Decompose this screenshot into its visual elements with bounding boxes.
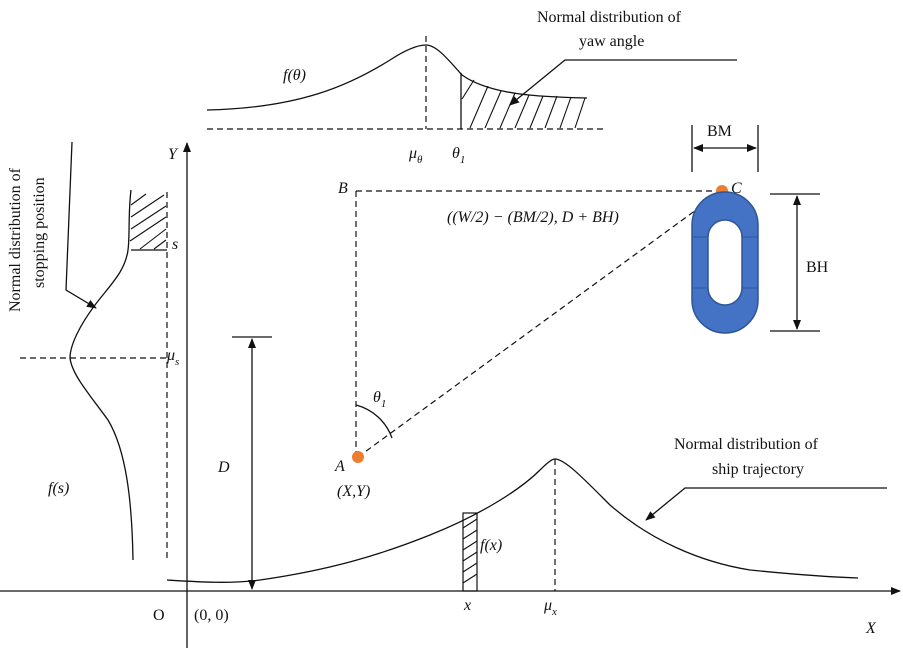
point-c-coordinate: ((W/2) − (BM/2), D + BH) xyxy=(447,209,619,226)
bh-label: BH xyxy=(806,259,829,276)
angle-theta1-label: θ1 xyxy=(373,389,386,410)
mu-s-label: μs xyxy=(166,347,179,368)
theta1-angle-arc xyxy=(355,404,393,439)
theta1-label: θ1 xyxy=(452,145,465,166)
yaw-distribution-curve xyxy=(206,44,588,111)
traj-callout-line2: ship trajectory xyxy=(712,461,804,478)
mu-theta-label: μθ xyxy=(408,145,423,166)
yaw-callout-line1: Normal distribution of xyxy=(537,9,682,26)
stop-tail-hatch xyxy=(129,193,167,250)
stop-distribution-curve xyxy=(69,189,134,561)
f-x-slice xyxy=(462,512,478,592)
point-a-label: A xyxy=(334,458,345,475)
mu-x-label: μx xyxy=(543,597,557,618)
x-axis-label: X xyxy=(865,620,877,637)
line-a-c xyxy=(357,190,723,458)
point-a-coordinate: (X,Y) xyxy=(337,483,370,500)
yaw-callout-leader xyxy=(509,59,737,106)
stop-callout-line1: Normal distribution of xyxy=(7,167,24,312)
stop-callout-leader xyxy=(65,141,97,309)
trajectory-distribution-curve xyxy=(166,458,859,583)
s-label: s xyxy=(172,236,178,253)
point-c-label: C xyxy=(731,180,742,197)
origin-coordinate-label: (0, 0) xyxy=(194,607,229,624)
yaw-tail-hatch xyxy=(461,79,586,129)
origin-label: O xyxy=(153,607,165,624)
f-x-label: f(x) xyxy=(480,537,502,554)
berth-shape xyxy=(691,191,759,334)
traj-callout-leader xyxy=(645,487,887,521)
y-axis-label: Y xyxy=(168,146,179,163)
stop-callout-line2: stopping position xyxy=(31,177,48,288)
traj-callout-line1: Normal distribution of xyxy=(674,436,819,453)
f-theta-label: f(θ) xyxy=(283,67,306,84)
d-label: D xyxy=(217,459,230,476)
f-x-slice-hatch xyxy=(462,518,478,584)
yaw-callout-line2: yaw angle xyxy=(579,33,644,50)
bm-label: BM xyxy=(707,123,732,140)
berth-segment-lines xyxy=(692,236,758,289)
point-b-label: B xyxy=(338,180,348,197)
x-value-label: x xyxy=(463,597,471,614)
f-s-label: f(s) xyxy=(48,480,69,497)
point-a-marker xyxy=(352,451,364,463)
